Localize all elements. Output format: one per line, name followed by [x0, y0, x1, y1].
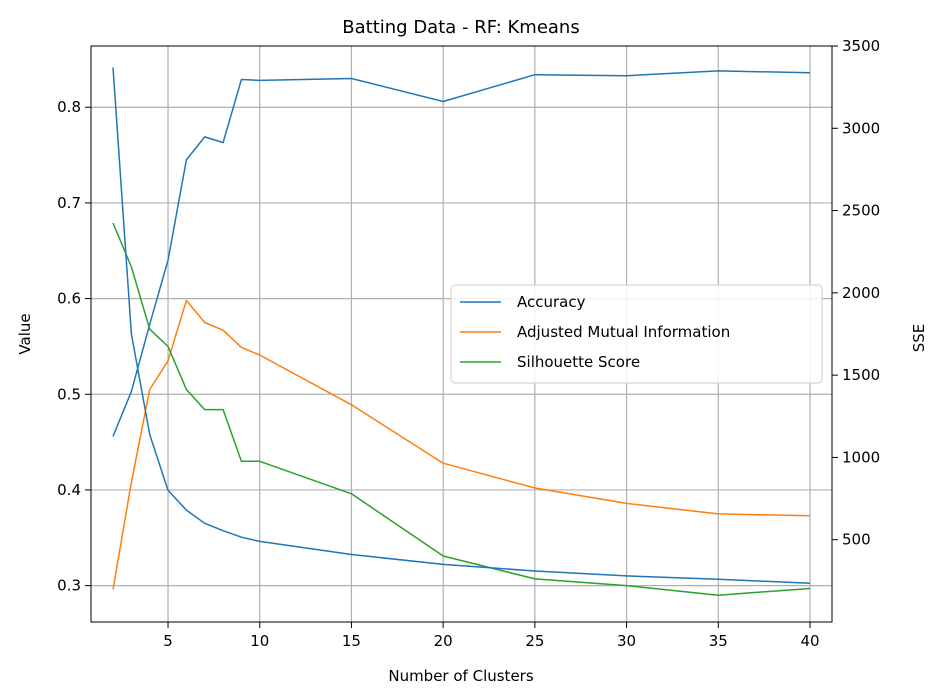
chart-title: Batting Data - RF: Kmeans — [342, 17, 579, 38]
y2-tick-label: 3000 — [842, 119, 880, 137]
x-tick-label: 30 — [617, 632, 636, 650]
x-tick-label: 20 — [434, 632, 453, 650]
series-line-sse — [112, 67, 811, 585]
y-tick-label: 0.3 — [57, 577, 81, 595]
x-tick-label: 15 — [342, 632, 361, 650]
x-axis-label: Number of Clusters — [388, 667, 533, 685]
y-axis-label: Value — [16, 313, 34, 354]
y-tick-label: 0.5 — [57, 385, 81, 403]
y2-tick-label: 2500 — [842, 202, 880, 220]
y2-axis-label: SSE — [910, 324, 928, 353]
legend: Accuracy Adjusted Mutual Information Silho… — [450, 284, 823, 384]
y2-tick-label: 2000 — [842, 284, 880, 302]
y2-tick-label: 1000 — [842, 448, 880, 466]
x-tick-label: 35 — [709, 632, 728, 650]
series-lines — [112, 67, 811, 596]
legend-box — [450, 284, 823, 384]
y2-tick-label: 3500 — [842, 37, 880, 55]
x-tick-label: 40 — [800, 632, 819, 650]
x-tick-label: 25 — [525, 632, 544, 650]
legend-label-silhouette-score: Silhouette Score — [517, 353, 640, 371]
plot-frame — [90, 45, 833, 623]
legend-label-accuracy: Accuracy — [517, 293, 586, 311]
x-tick-label: 5 — [163, 632, 173, 650]
grid-lines — [91, 46, 832, 622]
y2-tick-label: 1500 — [842, 366, 880, 384]
y2-tick-label: 500 — [842, 531, 871, 549]
y-tick-label: 0.4 — [57, 481, 81, 499]
series-line-silhouette-score — [112, 222, 811, 596]
x-tick-label: 10 — [250, 632, 269, 650]
axis-ticks: 5 10 15 20 25 30 35 40 0.3 0.4 0.5 0.6 0.7 0.8 500 1000… — [57, 37, 880, 650]
y-tick-label: 0.7 — [57, 194, 81, 212]
series-line-accuracy — [112, 70, 811, 437]
series-line-adjusted-mutual-information — [112, 299, 811, 590]
legend-label-adjusted-mutual-information: Adjusted Mutual Information — [517, 323, 730, 341]
y-tick-label: 0.6 — [57, 290, 81, 308]
y-tick-label: 0.8 — [57, 98, 81, 116]
